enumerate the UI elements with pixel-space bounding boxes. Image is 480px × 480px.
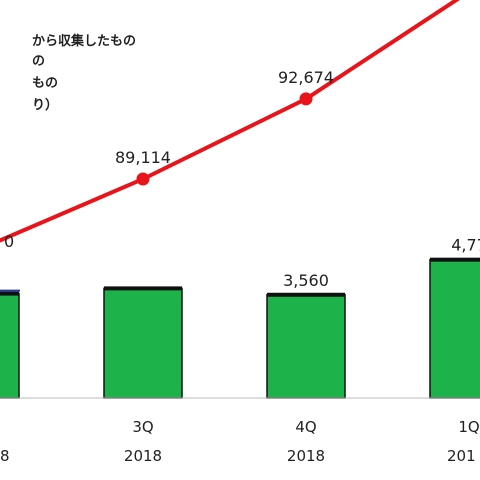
x-tick-quarter-2: 3Q	[132, 418, 153, 436]
legend-text-3: もの	[32, 76, 59, 91]
legend-text-2: の	[32, 54, 46, 69]
x-tick-quarter-3: 4Q	[295, 418, 316, 436]
bar-label-3: 3,560	[283, 271, 329, 290]
bar-1	[0, 292, 20, 399]
line-path	[0, 0, 460, 243]
bar-4	[429, 258, 480, 399]
bar-2	[103, 287, 183, 399]
bar-cap-4	[430, 257, 480, 262]
x-tick-year-1: 8	[0, 447, 10, 465]
bar-cap-3	[267, 292, 345, 297]
legend-text-4: り）	[32, 98, 59, 113]
line-label-1: 0	[4, 232, 14, 251]
bar-series	[0, 257, 480, 399]
line-point-2	[136, 172, 150, 186]
bar-label-4: 4,77	[451, 236, 480, 255]
bar-cap-2	[104, 286, 182, 291]
line-label-3: 92,674	[278, 68, 334, 87]
line-series	[0, 0, 460, 243]
bar-3	[266, 294, 346, 399]
bar-cap-1	[0, 291, 19, 296]
legend-text-1: から収集したもの	[32, 34, 137, 49]
x-axis: 8 3Q 2018 4Q 2018 1Q 201	[0, 397, 480, 465]
line-point-3	[299, 92, 313, 106]
x-tick-year-3: 2018	[287, 447, 325, 465]
x-tick-year-2: 2018	[124, 447, 162, 465]
x-tick-quarter-4: 1Q	[458, 418, 479, 436]
x-tick-year-4: 201	[447, 447, 476, 465]
line-label-2: 89,114	[115, 148, 171, 167]
